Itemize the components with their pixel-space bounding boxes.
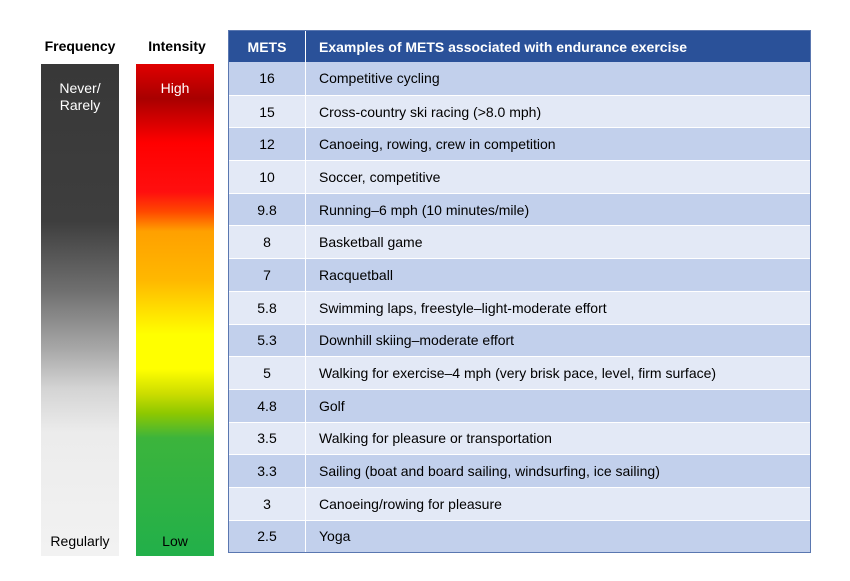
intensity-title: Intensity xyxy=(148,38,206,54)
table-row: 5.3 Downhill skiing–moderate effort xyxy=(229,323,810,357)
mets-value: 5.3 xyxy=(229,324,306,357)
exercise-example: Basketball game xyxy=(319,234,423,251)
exercise-example: Walking for exercise–4 mph (very brisk p… xyxy=(319,365,717,382)
table-row: 4.8 Golf xyxy=(229,388,810,422)
exercise-example: Competitive cycling xyxy=(319,70,440,87)
frequency-bottom-label: Regularly xyxy=(50,533,110,549)
exercise-example: Running–6 mph (10 minutes/mile) xyxy=(319,201,530,218)
mets-value: 3.5 xyxy=(229,422,306,455)
intensity-gradient-bar: High Low xyxy=(136,64,214,556)
mets-value: 4.8 xyxy=(229,389,306,422)
table-row: 16 Competitive cycling xyxy=(229,62,810,95)
table-row: 8 Basketball game xyxy=(229,225,810,259)
mets-value: 12 xyxy=(229,128,306,161)
exercise-example: Racquetball xyxy=(319,266,393,283)
mets-value: 15 xyxy=(229,95,306,128)
exercise-example: Swimming laps, freestyle–light-moderate … xyxy=(319,299,607,316)
mets-value: 8 xyxy=(229,226,306,259)
mets-value: 10 xyxy=(229,161,306,193)
header-mets: METS xyxy=(229,31,306,62)
exercise-example: Soccer, competitive xyxy=(319,168,441,185)
table-row: 9.8 Running–6 mph (10 minutes/mile) xyxy=(229,192,810,226)
mets-value: 16 xyxy=(229,62,306,95)
table-row: 3.5 Walking for pleasure or transportatio… xyxy=(229,421,810,455)
exercise-example: Downhill skiing–moderate effort xyxy=(319,332,515,349)
mets-value: 5.8 xyxy=(229,291,306,324)
mets-value: 5 xyxy=(229,357,306,389)
table-row: 12 Canoeing, rowing, crew in competition xyxy=(229,127,810,161)
table-row: 3 Canoeing/rowing for pleasure xyxy=(229,486,810,520)
mets-value: 3.3 xyxy=(229,455,306,487)
table-body: 16 Competitive cycling 15 Cross-country ski… xyxy=(229,62,810,553)
mets-value: 9.8 xyxy=(229,193,306,226)
table-header-row: METS Examples of METS associated with en… xyxy=(229,31,810,62)
exercise-example: Walking for pleasure or transportation xyxy=(319,430,552,447)
table-row: 2.5 Yoga xyxy=(229,519,810,553)
table-row: 5 Walking for exercise–4 mph (very brisk … xyxy=(229,356,810,389)
exercise-example: Yoga xyxy=(319,528,351,545)
intensity-bottom-label: Low xyxy=(162,533,188,549)
exercise-example: Cross-country ski racing (>8.0 mph) xyxy=(319,103,542,120)
frequency-top-label: Never/ Rarely xyxy=(59,80,101,113)
header-examples: Examples of METS associated with enduran… xyxy=(319,38,688,55)
exercise-example: Canoeing/rowing for pleasure xyxy=(319,495,502,512)
table-row: 3.3 Sailing (boat and board sailing, wind… xyxy=(229,454,810,487)
intensity-top-label: High xyxy=(160,80,190,96)
table-row: 7 Racquetball xyxy=(229,258,810,291)
mets-value: 7 xyxy=(229,259,306,291)
mets-value: 2.5 xyxy=(229,520,306,553)
frequency-title: Frequency xyxy=(44,38,116,54)
table-row: 10 Soccer, competitive xyxy=(229,160,810,193)
mets-value: 3 xyxy=(229,487,306,520)
table-row: 5.8 Swimming laps, freestyle–light-modera… xyxy=(229,290,810,324)
exercise-example: Golf xyxy=(319,397,345,414)
table-row: 15 Cross-country ski racing (>8.0 mph) xyxy=(229,94,810,128)
exercise-example: Sailing (boat and board sailing, windsur… xyxy=(319,463,660,480)
exercise-example: Canoeing, rowing, crew in competition xyxy=(319,136,556,153)
frequency-gradient-bar: Never/ Rarely Regularly xyxy=(41,64,119,556)
mets-table: METS Examples of METS associated with en… xyxy=(228,30,811,554)
